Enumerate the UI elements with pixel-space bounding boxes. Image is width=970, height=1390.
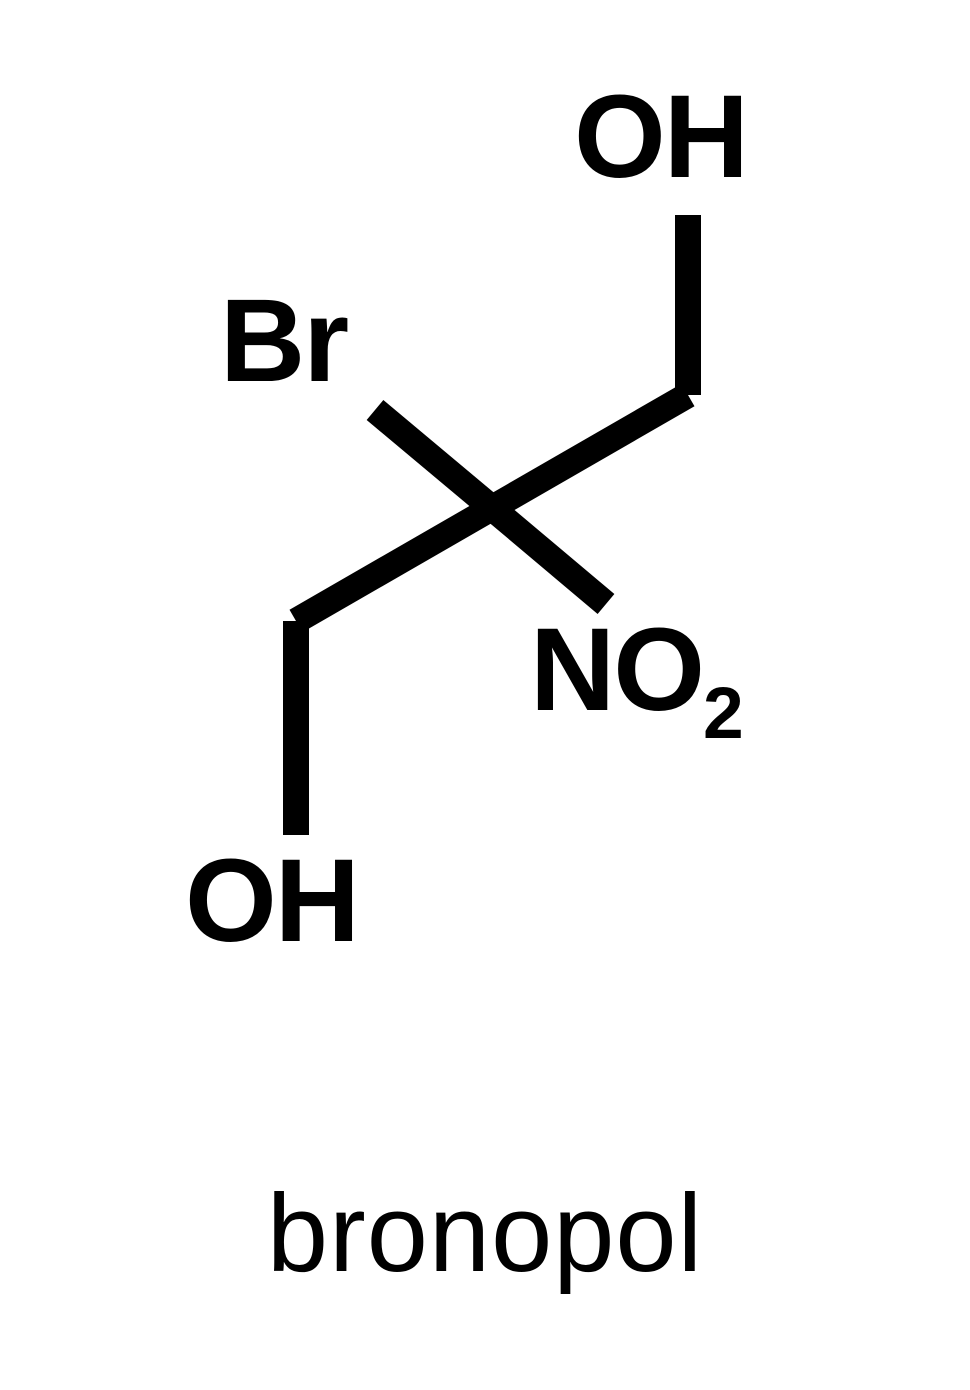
bond-line xyxy=(492,508,606,604)
bond-line xyxy=(492,395,688,508)
diagram-canvas: OH Br NO2 OH bronopol xyxy=(0,0,970,1390)
atom-label: Br xyxy=(220,282,347,400)
atom-label: NO2 xyxy=(530,611,742,747)
bond-line xyxy=(375,410,492,508)
compound-name: bronopol xyxy=(0,1170,970,1297)
atom-label: OH xyxy=(574,78,747,196)
atom-label: OH xyxy=(185,842,358,960)
bond-line xyxy=(296,508,492,621)
